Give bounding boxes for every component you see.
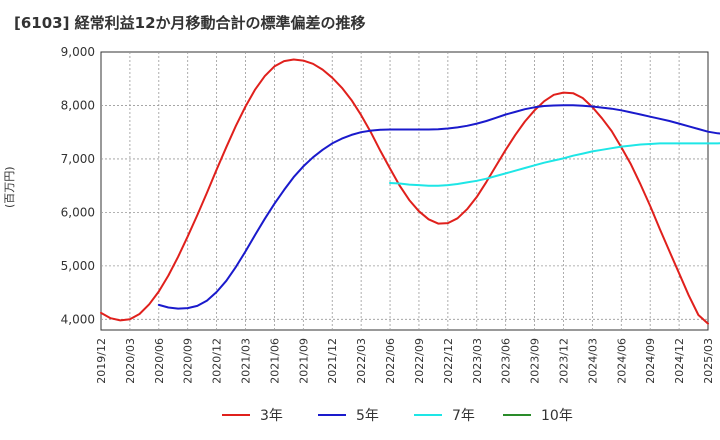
legend-item: 7年: [414, 404, 475, 426]
legend-swatch: [318, 414, 346, 416]
x-tick-label: 2023/09: [529, 338, 542, 384]
x-tick-label: 2021/12: [326, 338, 339, 384]
x-tick-label: 2024/12: [673, 338, 686, 384]
y-tick-label: 9,000: [61, 45, 95, 59]
x-tick-label: 2019/12: [95, 338, 108, 384]
x-tick-label: 2022/03: [355, 338, 368, 384]
x-tick-label: 2024/03: [586, 338, 599, 384]
series-line: [100, 58, 709, 325]
line-chart: 2019/12 2020/03 2020/06 2020/09 2020/12 2021/…: [61, 45, 720, 384]
x-tick-label: 2021/09: [297, 338, 310, 384]
x-tick-label: 2022/12: [442, 338, 455, 384]
x-tick-label: 2022/09: [413, 338, 426, 384]
x-tick-label: 2025/03: [702, 338, 715, 384]
x-tick-label: 2023/03: [471, 338, 484, 384]
legend-label: 5年: [356, 408, 379, 424]
x-tick-label: 2024/06: [615, 338, 628, 384]
legend-item: 3年: [222, 404, 283, 426]
y-tick-label: 7,000: [61, 152, 95, 166]
legend-label: 3年: [260, 408, 283, 424]
x-tick-label: 2021/06: [268, 338, 281, 384]
x-tick-label: 2020/06: [153, 338, 166, 384]
x-tick-label: 2022/06: [384, 338, 397, 384]
x-tick-label: 2023/12: [557, 338, 570, 384]
chart-title: [6103] 経常利益12か月移動合計の標準偏差の推移: [14, 14, 366, 32]
legend-swatch: [222, 414, 250, 416]
y-tick-label: 6,000: [61, 205, 95, 219]
series-line: [389, 142, 720, 187]
legend-swatch: [414, 414, 442, 416]
x-tick-label: 2021/03: [240, 338, 253, 384]
legend-item: 5年: [318, 404, 379, 426]
series-line: [157, 104, 720, 310]
y-tick-label: 4,000: [61, 312, 95, 326]
plot-area: [100, 51, 709, 331]
y-tick-label: 8,000: [61, 98, 95, 112]
x-tick-label: 2020/09: [182, 338, 195, 384]
x-tick-label: 2020/03: [124, 338, 137, 384]
chart-legend: 3年 5年 7年 10年: [0, 404, 720, 426]
legend-item: 10年: [503, 404, 573, 426]
x-tick-label: 2020/12: [211, 338, 224, 384]
legend-label: 10年: [541, 408, 573, 424]
legend-label: 7年: [452, 408, 475, 424]
x-tick-label: 2024/09: [644, 338, 657, 384]
y-tick-label: 5,000: [61, 259, 95, 273]
legend-swatch: [503, 414, 531, 416]
x-tick-label: 2023/06: [500, 338, 513, 384]
